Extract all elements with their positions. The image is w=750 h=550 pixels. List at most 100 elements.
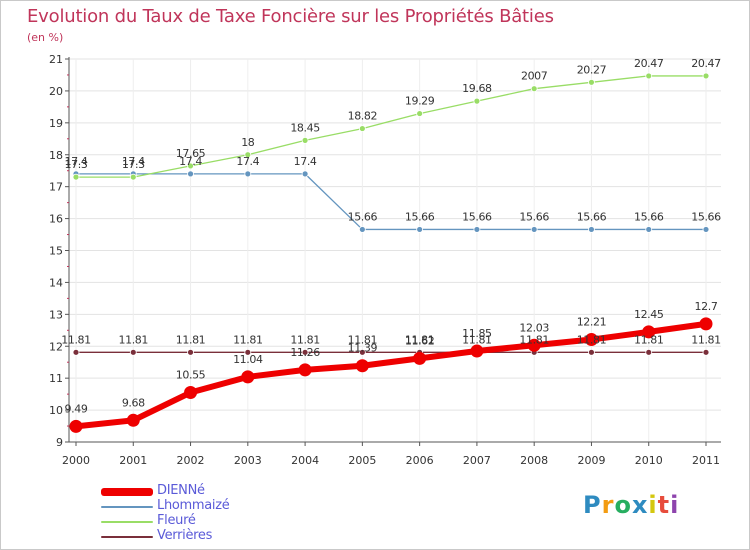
data-label: 17.4 [122, 155, 145, 168]
data-label: 11.85 [462, 327, 492, 340]
unit-label: (en %) [27, 31, 64, 44]
data-point [473, 97, 481, 105]
data-label: 18.45 [290, 121, 320, 134]
data-point [530, 85, 538, 93]
data-label: 18.82 [348, 110, 378, 123]
data-point [416, 110, 424, 117]
series-2 [72, 72, 710, 181]
data-point [645, 72, 653, 80]
data-point [184, 386, 198, 400]
logo-letter: P [583, 491, 602, 519]
series-line [75, 173, 707, 231]
data-label: 15.66 [691, 210, 721, 223]
data-point [588, 226, 595, 233]
data-label: 11.81 [634, 333, 664, 346]
y-tick-label: 19 [49, 117, 63, 130]
x-tick-label: 2008 [520, 454, 548, 467]
data-point [355, 359, 369, 373]
x-tick-label: 2001 [119, 454, 147, 467]
data-point [69, 419, 83, 433]
y-tick-label: 12 [49, 340, 63, 353]
data-point [298, 363, 312, 377]
data-labels-0: 9.49 9.68 10.55 11.04 11.26 11.39 11.62 11.85 12… [65, 300, 719, 415]
y-ticks: 9 10 11 12 13 14 15 16 17 18 19 20 21 [49, 53, 69, 449]
x-tick-label: 2006 [406, 454, 434, 467]
legend-item: Verrières [101, 528, 401, 545]
x-tick-label: 2003 [234, 454, 262, 467]
data-label: 11.81 [405, 333, 435, 346]
logo-letter: r [601, 491, 615, 519]
data-point [702, 348, 710, 356]
data-point [702, 72, 710, 80]
data-label: 11.39 [348, 342, 378, 355]
data-label: 19.29 [405, 95, 435, 108]
legend-label: Lhommaizé [157, 498, 230, 513]
data-label: 15.66 [577, 210, 607, 223]
data-label: 11.81 [233, 333, 263, 346]
data-labels-3: 11.81 11.81 11.81 11.81 11.81 11.81 11.81 11.81… [61, 333, 721, 346]
legend-swatch [101, 521, 153, 523]
data-point [244, 170, 252, 178]
data-label: 15.66 [405, 210, 435, 223]
data-labels-2: 17.3 17.3 17.65 18 18.45 18.82 19.29 19.68 2007 2… [65, 57, 722, 171]
x-ticks: 2000 2001 2002 2003 2004 2005 2006 2007 2008 2009… [62, 442, 720, 467]
logo-letter: i [670, 491, 680, 519]
data-label: 18 [241, 136, 255, 149]
data-label: 20.47 [634, 57, 664, 70]
data-label: 12.7 [695, 300, 718, 313]
data-label: 12.03 [519, 321, 549, 334]
legend-item: DIENNé [101, 483, 401, 500]
logo-letter: t [657, 491, 671, 519]
legend-label: Verrières [157, 528, 213, 543]
series-line [73, 320, 709, 430]
data-label: 11.81 [176, 333, 206, 346]
data-label: 15.66 [519, 210, 549, 223]
data-label: 11.81 [519, 333, 549, 346]
data-point [588, 78, 595, 86]
data-label: 17.3 [122, 158, 145, 171]
data-point [301, 348, 309, 356]
x-tick-label: 2007 [463, 454, 491, 467]
legend-swatch [101, 506, 153, 508]
data-point [126, 413, 140, 427]
data-point [702, 226, 710, 233]
data-label: 11.81 [462, 333, 492, 346]
data-label: 11.81 [290, 333, 320, 346]
legend-swatch [101, 488, 153, 496]
x-tick-label: 2009 [577, 454, 605, 467]
data-point [358, 348, 366, 356]
data-point [413, 351, 427, 365]
legend-item: Lhommaizé [101, 498, 401, 515]
data-point [187, 348, 194, 356]
data-point [358, 226, 366, 233]
data-label: 17.4 [65, 155, 88, 168]
x-tick-label: 2002 [177, 454, 205, 467]
data-point [642, 325, 656, 339]
data-point [187, 162, 194, 170]
y-tick-label: 16 [49, 213, 63, 226]
x-tick-label: 2010 [635, 454, 663, 467]
data-point [301, 136, 309, 144]
legend-swatch [101, 536, 153, 538]
data-label: 11.62 [405, 334, 435, 347]
data-point [244, 151, 252, 159]
data-label: 11.04 [233, 353, 263, 366]
y-tick-label: 14 [49, 276, 63, 289]
data-label: 19.68 [462, 82, 492, 95]
data-point [588, 348, 595, 356]
x-tick-label: 2000 [62, 454, 90, 467]
data-point [129, 348, 137, 356]
data-label: 12.45 [634, 308, 664, 321]
y-tick-label: 11 [49, 372, 63, 385]
logo-letter: x [631, 491, 649, 519]
data-point [645, 226, 653, 233]
data-point [129, 173, 137, 181]
data-point [301, 170, 309, 178]
data-label: 11.81 [119, 333, 149, 346]
data-point [645, 348, 653, 356]
y-tick-label: 18 [49, 149, 63, 162]
chart-title: Evolution du Taux de Taxe Foncière sur l… [27, 6, 554, 27]
data-point [530, 226, 538, 233]
data-point [527, 338, 541, 352]
